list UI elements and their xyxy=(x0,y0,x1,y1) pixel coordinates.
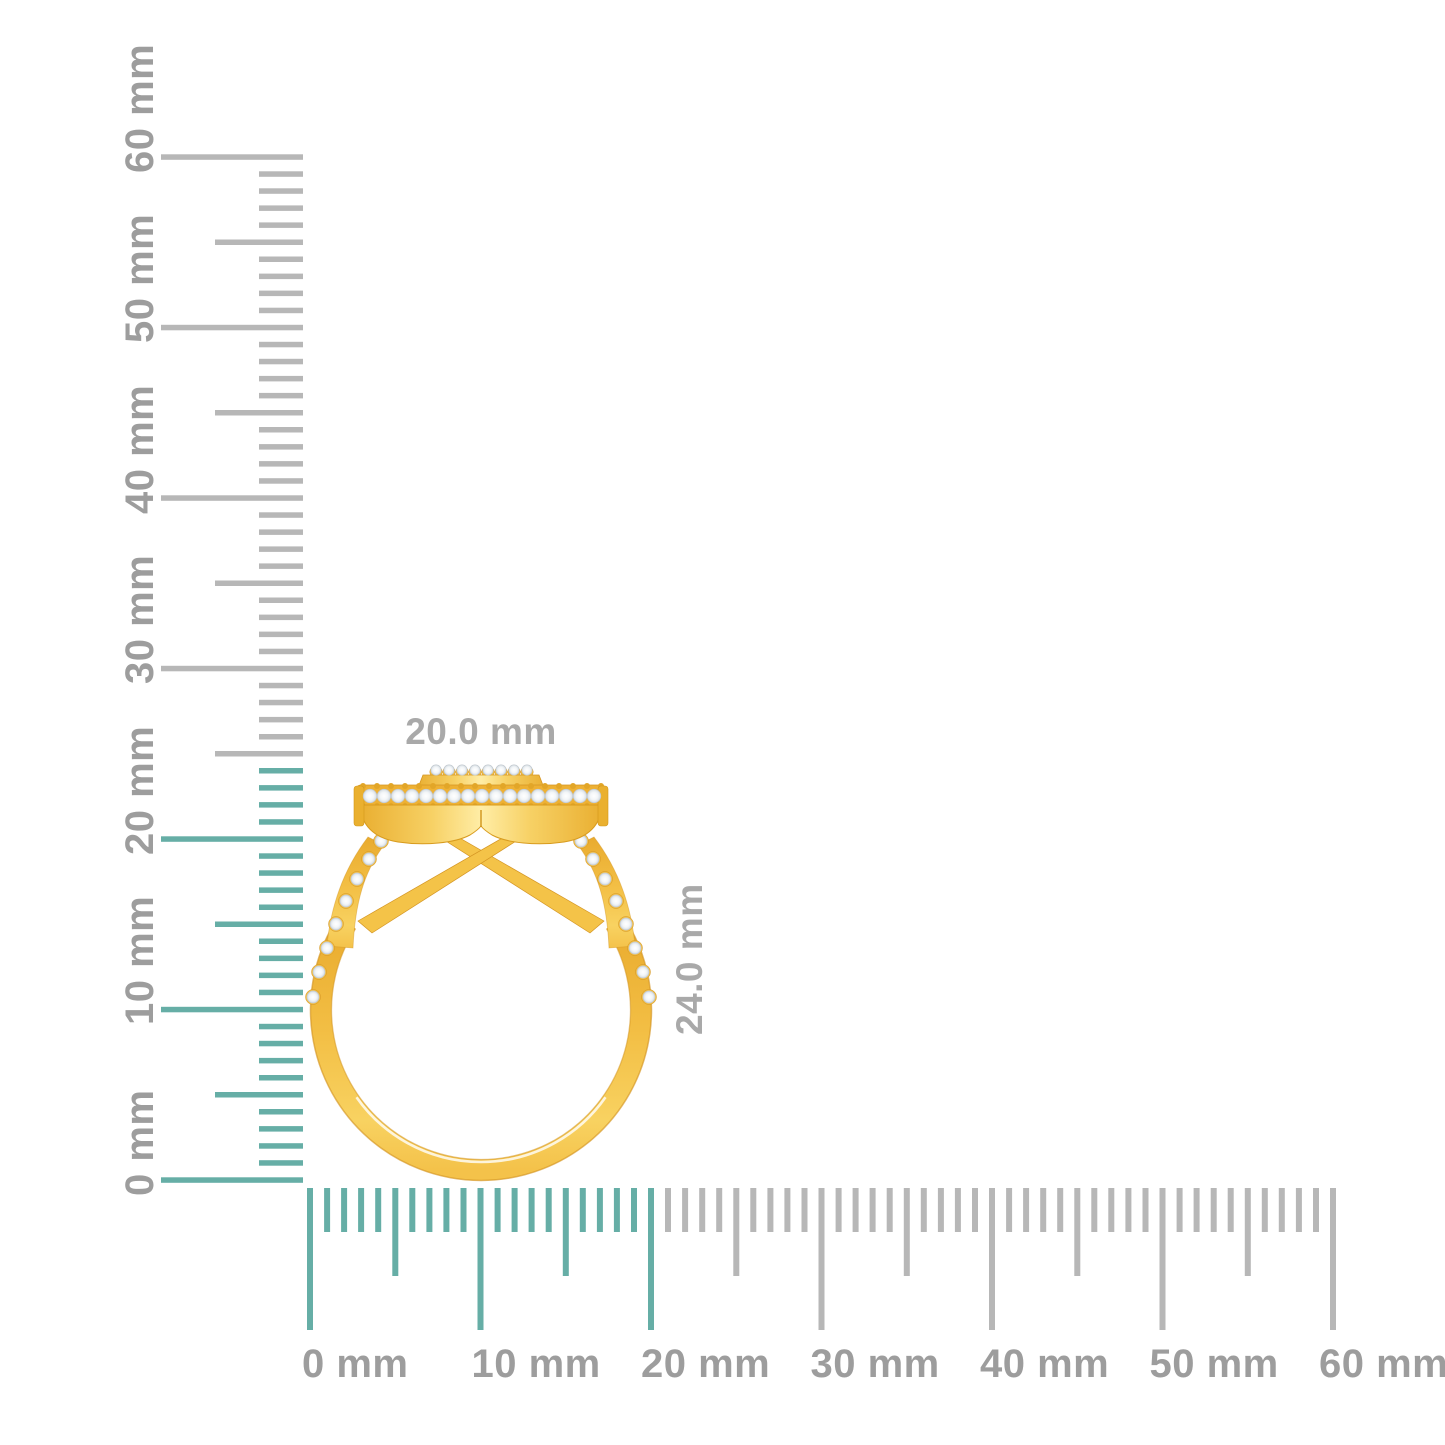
h-ruler-label-0mm: 0 mm xyxy=(302,1342,409,1386)
halo-diamonds xyxy=(362,788,602,804)
ring-band xyxy=(310,917,652,1181)
h-ruler-label-60mm: 60 mm xyxy=(1319,1342,1445,1386)
h-ruler-label-10mm: 10 mm xyxy=(472,1342,601,1386)
h-ruler-label-50mm: 50 mm xyxy=(1150,1342,1279,1386)
v-ruler-label-20mm: 20 mm xyxy=(118,726,162,855)
shank-pave-diamonds xyxy=(305,833,657,1005)
ring-illustration xyxy=(305,764,657,1182)
h-ruler-label-40mm: 40 mm xyxy=(980,1342,1109,1386)
h-ruler-label-20mm: 20 mm xyxy=(641,1342,770,1386)
v-ruler-label-30mm: 30 mm xyxy=(118,555,162,684)
ring-band-inner-edge xyxy=(330,928,632,1161)
h-ruler-label-30mm: 30 mm xyxy=(811,1342,940,1386)
v-ruler-label-50mm: 50 mm xyxy=(118,214,162,343)
horizontal-ruler: 0 mm 10 mm 20 mm 30 mm 40 mm 50 mm 60 mm xyxy=(302,1188,1445,1386)
vertical-ruler: 0 mm 10 mm 20 mm 30 mm 40 mm 50 mm 60 mm xyxy=(118,44,303,1196)
ring-band-outer-edge xyxy=(309,916,653,1182)
head-side-prong-left xyxy=(353,785,365,827)
v-ruler-label-0mm: 0 mm xyxy=(118,1090,162,1197)
v-ruler-label-40mm: 40 mm xyxy=(118,385,162,514)
vertical-ruler-ticks xyxy=(161,154,303,1183)
head-top-tier-diamonds xyxy=(430,764,533,776)
horizontal-ruler-ticks xyxy=(307,1188,1336,1330)
v-ruler-label-60mm: 60 mm xyxy=(118,44,162,173)
height-dimension-label: 24.0 mm xyxy=(669,883,710,1035)
ring-band-inner-highlight xyxy=(355,1096,607,1164)
v-ruler-label-10mm: 10 mm xyxy=(118,896,162,1025)
width-dimension-label: 20.0 mm xyxy=(405,711,557,752)
